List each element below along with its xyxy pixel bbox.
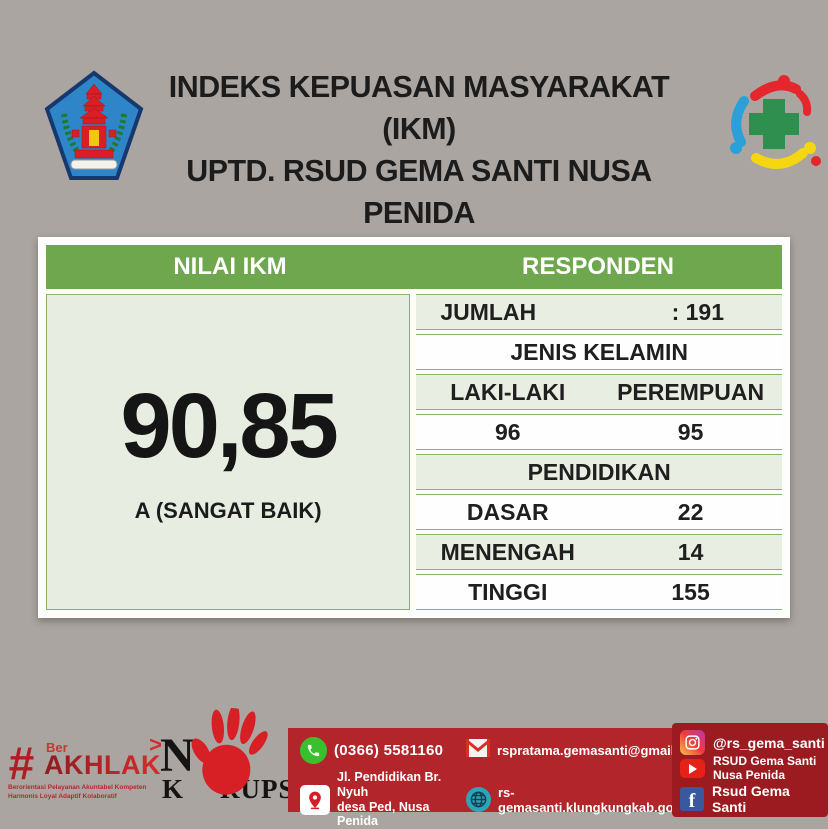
instagram-item: @rs_gema_santi xyxy=(680,730,820,755)
youtube-icon xyxy=(680,759,705,778)
nilai-ikm-cell: 90,85 A (SANGAT BAIK) xyxy=(46,294,410,610)
klungkung-seal-logo xyxy=(42,70,146,182)
title-line-1: INDEKS KEPUASAN MASYARAKAT (IKM) xyxy=(134,66,704,150)
jenis-kelamin-label: JENIS KELAMIN xyxy=(510,339,688,366)
table-row-dasar: DASAR 22 xyxy=(416,494,782,530)
table-row-pendidikan: PENDIDIKAN xyxy=(416,454,782,490)
berakhlak-hash: # xyxy=(8,736,34,790)
pendidikan-label: PENDIDIKAN xyxy=(528,459,671,486)
table-row-gender-values: 96 95 xyxy=(416,414,782,450)
address-line-1: Jl. Pendidikan Br. Nyuh xyxy=(337,770,460,800)
ikm-card: NILAI IKM RESPONDEN 90,85 A (SANGAT BAIK… xyxy=(38,237,790,618)
jumlah-label: JUMLAH xyxy=(416,299,536,326)
tinggi-value: 155 xyxy=(599,579,782,606)
korupsi-letter-k: K xyxy=(162,774,184,805)
globe-icon xyxy=(466,787,491,812)
ikm-grade: A (SANGAT BAIK) xyxy=(135,498,322,524)
table-row-jumlah: JUMLAH : 191 xyxy=(416,294,782,330)
table-row-gender-headers: LAKI-LAKI PEREMPUAN xyxy=(416,374,782,410)
laki-label: LAKI-LAKI xyxy=(416,379,599,406)
hospital-logo xyxy=(724,74,824,174)
phone-contact: (0366) 5581160 xyxy=(300,737,460,764)
berakhlak-tagline-2: Harmonis Loyal Adaptif Kolaboratif xyxy=(8,793,158,802)
table-row-jenis-kelamin: JENIS KELAMIN xyxy=(416,334,782,370)
facebook-item: f Rsud Gema Santi xyxy=(680,783,820,815)
location-pin-icon xyxy=(300,785,330,815)
table-row-menengah: MENENGAH 14 xyxy=(416,534,782,570)
responden-header: RESPONDEN xyxy=(414,245,782,289)
tinggi-label: TINGGI xyxy=(416,579,599,606)
youtube-name-line2: Nusa Penida xyxy=(713,769,816,783)
perempuan-value: 95 xyxy=(599,419,782,446)
address-line-2: desa Ped, Nusa Penida xyxy=(337,800,460,829)
facebook-icon: f xyxy=(680,787,704,811)
berakhlak-logo: # Ber AKHLAK > Berorientasi Pelayanan Ak… xyxy=(8,740,158,802)
facebook-name: Rsud Gema Santi xyxy=(712,783,820,815)
menengah-label: MENENGAH xyxy=(416,539,599,566)
phone-number: (0366) 5581160 xyxy=(334,742,443,759)
youtube-name-line1: RSUD Gema Santi xyxy=(713,755,816,769)
phone-icon xyxy=(300,737,327,764)
instagram-icon xyxy=(680,730,705,755)
instagram-handle: @rs_gema_santi xyxy=(713,735,825,751)
dasar-value: 22 xyxy=(599,499,782,526)
table-row-tinggi: TINGGI 155 xyxy=(416,574,782,610)
no-korupsi-logo: N K RUPSI xyxy=(158,712,290,810)
perempuan-label: PEREMPUAN xyxy=(599,379,782,406)
menengah-value: 14 xyxy=(599,539,782,566)
berakhlak-wordmark: AKHLAK xyxy=(44,750,161,781)
handprint-icon xyxy=(183,704,276,804)
dasar-label: DASAR xyxy=(416,499,599,526)
laki-value: 96 xyxy=(416,419,599,446)
ikm-score: 90,85 xyxy=(121,380,336,472)
email-contact: rspratama.gemasanti@gmail.com xyxy=(466,737,705,764)
nilai-ikm-header: NILAI IKM xyxy=(46,245,414,289)
email-icon xyxy=(466,739,490,762)
address-contact: Jl. Pendidikan Br. Nyuh desa Ped, Nusa P… xyxy=(300,770,460,829)
website-contact: rs-gemasanti.klungkungkab.go.id xyxy=(466,770,705,829)
youtube-item: RSUD Gema Santi Nusa Penida xyxy=(680,755,820,783)
title-line-2: UPTD. RSUD GEMA SANTI NUSA PENIDA xyxy=(134,150,704,234)
responden-column: JUMLAH : 191 JENIS KELAMIN LAKI-LAKI PER… xyxy=(416,294,782,610)
social-media-panel: @rs_gema_santi RSUD Gema Santi Nusa Peni… xyxy=(672,723,828,817)
contact-bar: (0366) 5581160 rspratama.gemasanti@gmail… xyxy=(288,728,678,812)
table-header-row: NILAI IKM RESPONDEN xyxy=(46,245,782,289)
jumlah-value: : 191 xyxy=(672,299,782,326)
